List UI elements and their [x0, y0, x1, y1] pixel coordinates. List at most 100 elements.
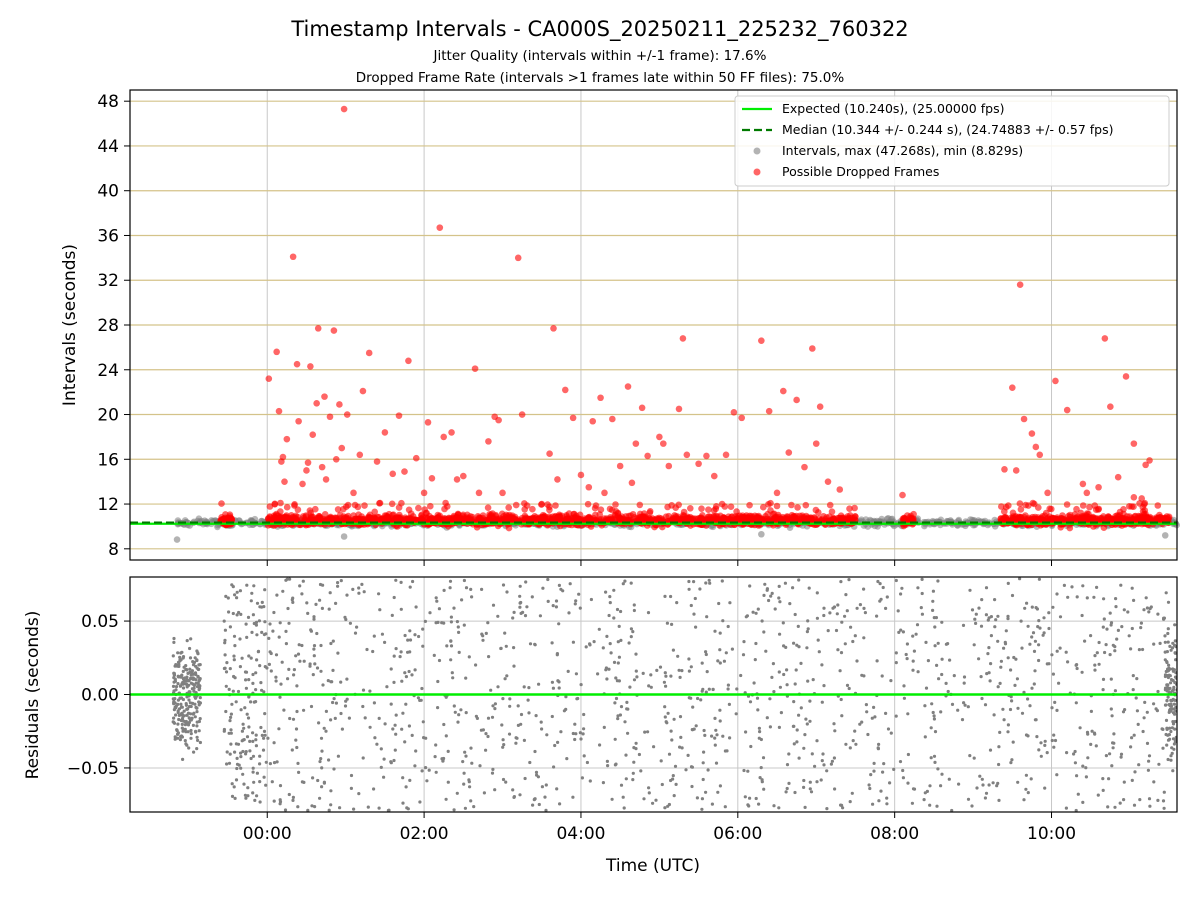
residual-point — [614, 696, 619, 701]
residual-point — [670, 622, 674, 627]
residual-point — [451, 676, 455, 680]
residual-point — [246, 716, 251, 720]
residual-point — [605, 677, 609, 681]
residual-point — [915, 623, 920, 627]
intervals-ytick-label-4: 24 — [97, 361, 119, 381]
residual-point — [1075, 774, 1079, 778]
residual-point — [1055, 773, 1059, 777]
residual-point — [772, 690, 776, 694]
residual-point — [1130, 736, 1134, 740]
residual-point — [244, 752, 248, 756]
residual-point — [886, 727, 891, 731]
residual-point — [1139, 626, 1143, 630]
residual-point — [327, 808, 331, 812]
residual-point — [319, 757, 323, 761]
residual-point — [962, 701, 966, 705]
residual-point — [373, 736, 377, 740]
residual-point — [713, 716, 717, 721]
residual-point — [585, 760, 590, 765]
residual-point — [568, 582, 572, 586]
residual-point — [878, 599, 882, 603]
dropped-frame-point — [334, 506, 342, 513]
residual-point — [254, 623, 258, 627]
intervals-ytick-label-10: 48 — [97, 92, 119, 112]
residual-point — [467, 780, 471, 784]
residual-point — [246, 794, 250, 798]
interval-outlier-point — [758, 530, 765, 538]
residual-point — [191, 676, 195, 680]
residual-point — [550, 680, 555, 684]
residual-point — [254, 700, 258, 704]
residual-point — [717, 601, 721, 606]
residual-point — [1026, 734, 1030, 738]
residual-point — [626, 707, 630, 711]
dropped-frame-point — [1091, 502, 1099, 509]
residual-point — [647, 786, 651, 790]
dropped-frame-outlier-point — [395, 412, 403, 419]
residual-point — [503, 631, 507, 635]
residual-point — [392, 758, 396, 763]
residual-point — [770, 591, 774, 596]
dropped-frame-outlier-point — [899, 491, 906, 499]
interval-outlier-point — [1161, 532, 1169, 539]
residual-point — [298, 659, 302, 663]
residual-point — [1043, 739, 1047, 743]
residual-point — [1058, 615, 1063, 619]
dropped-frame-outlier-point — [1130, 494, 1138, 501]
residual-point — [902, 696, 907, 700]
dropped-frame-point — [421, 506, 429, 513]
residual-point — [191, 723, 195, 728]
residual-point — [931, 599, 935, 603]
residual-point — [393, 723, 397, 727]
dropped-frame-point — [1086, 503, 1093, 511]
residual-point — [1132, 733, 1136, 737]
residual-point — [224, 684, 228, 688]
dropped-frame-point — [283, 503, 291, 511]
residual-point — [996, 639, 1000, 643]
residual-point — [178, 696, 182, 700]
residual-point — [1006, 617, 1010, 621]
dropped-frame-point — [546, 506, 553, 514]
residual-point — [392, 595, 396, 600]
residual-point — [331, 639, 335, 643]
residual-point — [695, 796, 700, 800]
residual-point — [880, 674, 884, 678]
residual-point — [1130, 626, 1134, 631]
dropped-frame-outlier-point — [660, 440, 667, 447]
residual-point — [249, 656, 253, 660]
residual-point — [239, 708, 243, 712]
residual-point — [867, 783, 871, 787]
dropped-frame-point — [294, 506, 302, 513]
residual-point — [634, 669, 638, 673]
dropped-frame-point — [584, 500, 592, 508]
residual-point — [718, 631, 722, 635]
dropped-frame-outlier-point — [746, 501, 753, 509]
residual-point — [274, 679, 278, 683]
residual-point — [617, 624, 621, 629]
residual-point — [1116, 628, 1120, 633]
residual-point — [194, 729, 198, 733]
residual-point — [885, 796, 889, 800]
residual-point — [718, 661, 722, 665]
residual-point — [176, 660, 181, 664]
residual-point — [610, 797, 614, 801]
residual-point — [771, 662, 776, 666]
residual-point — [1109, 707, 1113, 711]
dropped-frame-outlier-point — [295, 417, 302, 425]
dropped-frame-point — [1015, 513, 1022, 521]
legend-median-label: Median (10.344 +/- 0.244 s), (24.74883 +… — [782, 122, 1113, 137]
residual-point — [605, 759, 610, 764]
residual-point — [997, 762, 1001, 767]
residual-point — [841, 806, 845, 810]
dropped-frame-point — [552, 502, 559, 509]
residual-point — [1001, 707, 1005, 711]
residual-point — [1035, 735, 1039, 739]
residual-point — [678, 715, 683, 719]
residual-point — [229, 742, 233, 746]
dropped-frame-outlier-point — [801, 463, 808, 471]
residual-point — [1026, 697, 1030, 701]
residual-point — [283, 808, 288, 812]
residual-point — [944, 681, 948, 686]
